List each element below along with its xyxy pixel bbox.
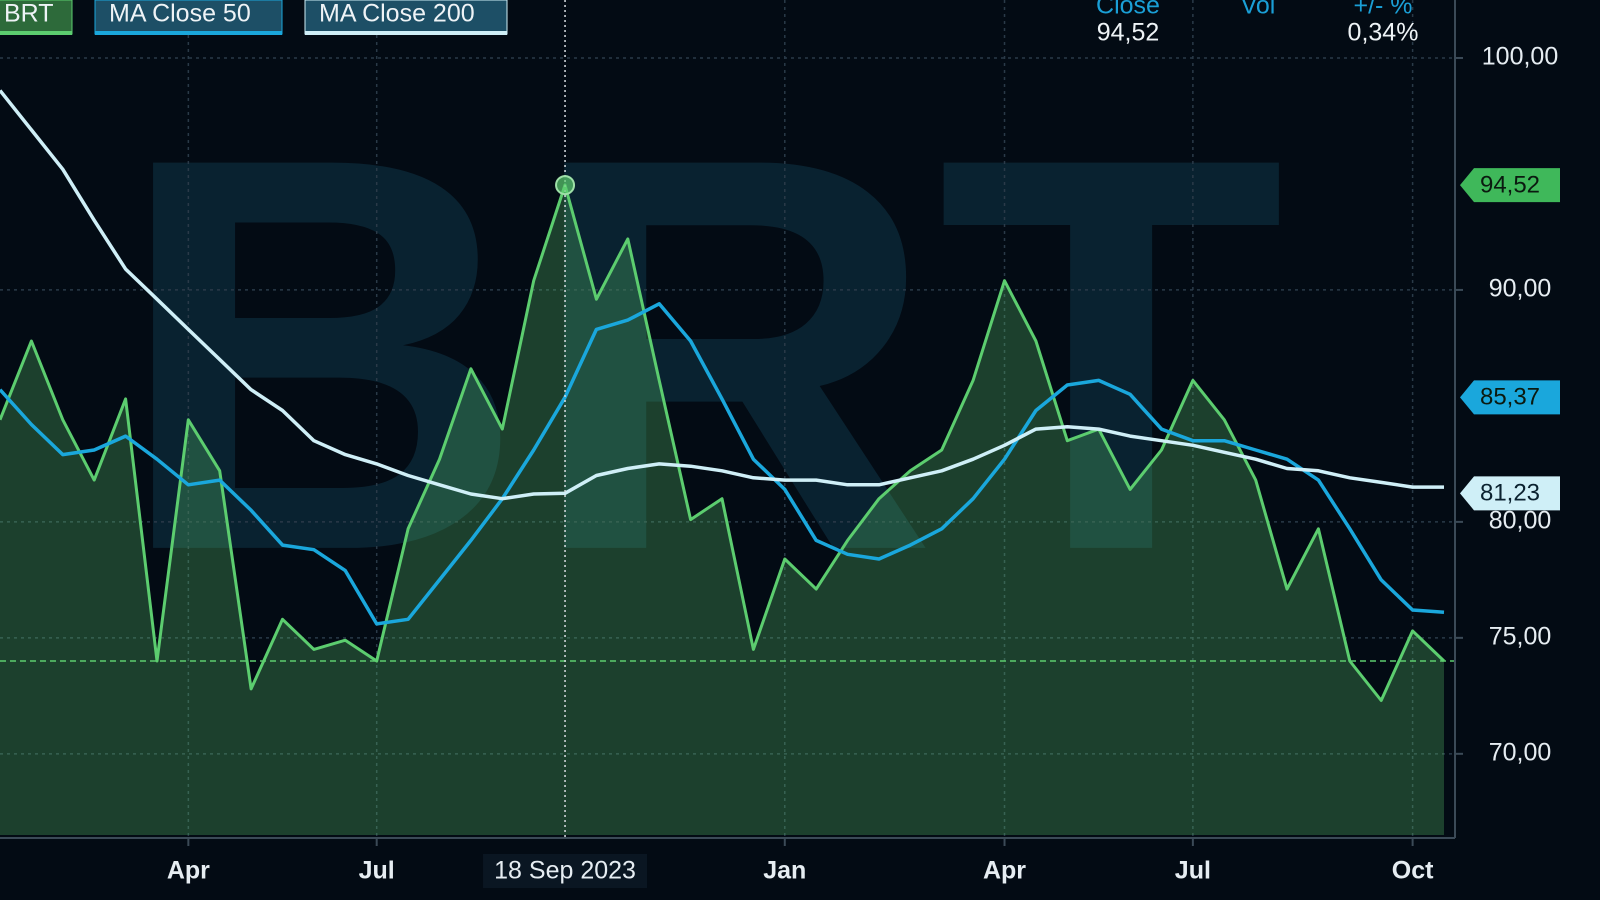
- y-tick-label: 90,00: [1489, 275, 1552, 303]
- series-line: [0, 89, 1444, 501]
- legend-box: [0, 0, 73, 35]
- readout-value: 94,52: [1097, 19, 1160, 47]
- legend-label: BRT: [4, 0, 54, 28]
- price-tag: [1460, 168, 1560, 203]
- x-tick-label: Oct: [1392, 857, 1434, 885]
- price-tag-label: 85,37: [1480, 384, 1540, 411]
- readout-title: +/- %: [1353, 0, 1412, 20]
- price-tag-label: 94,52: [1480, 171, 1540, 198]
- legend-label: MA Close 200: [319, 0, 475, 28]
- price-tag: [1460, 476, 1560, 511]
- series-line: [0, 183, 1446, 702]
- area-fill: [0, 185, 1444, 836]
- legend-label: MA Close 50: [109, 0, 251, 28]
- watermark: BRT: [115, 41, 1285, 667]
- y-tick-label: 80,00: [1489, 506, 1552, 534]
- x-tick-label: Apr: [983, 857, 1026, 885]
- plot-area: [0, 0, 1455, 838]
- price-tag: [1460, 380, 1560, 415]
- legend-swatch: [305, 31, 507, 35]
- crosshair-point: [555, 175, 576, 196]
- x-tick-label: Jul: [359, 857, 395, 885]
- price-tag-label: 81,23: [1480, 480, 1540, 507]
- x-tick-label: Jan: [763, 857, 806, 885]
- y-tick-label: 75,00: [1489, 622, 1552, 650]
- crosshair-label: 18 Sep 2023: [494, 857, 636, 885]
- readout-title: Close: [1096, 0, 1160, 20]
- x-tick-label: Jul: [1175, 857, 1211, 885]
- x-tick-label: Apr: [167, 857, 210, 885]
- readout-value: 0,34%: [1348, 19, 1419, 47]
- readout-title: Vol: [1241, 0, 1276, 20]
- legend-swatch: [95, 31, 282, 35]
- y-tick-label: 70,00: [1489, 738, 1552, 766]
- legend-swatch: [0, 31, 72, 35]
- series-line: [0, 302, 1445, 626]
- y-tick-label: 100,00: [1482, 43, 1558, 71]
- crosshair-label-bg: [483, 854, 648, 888]
